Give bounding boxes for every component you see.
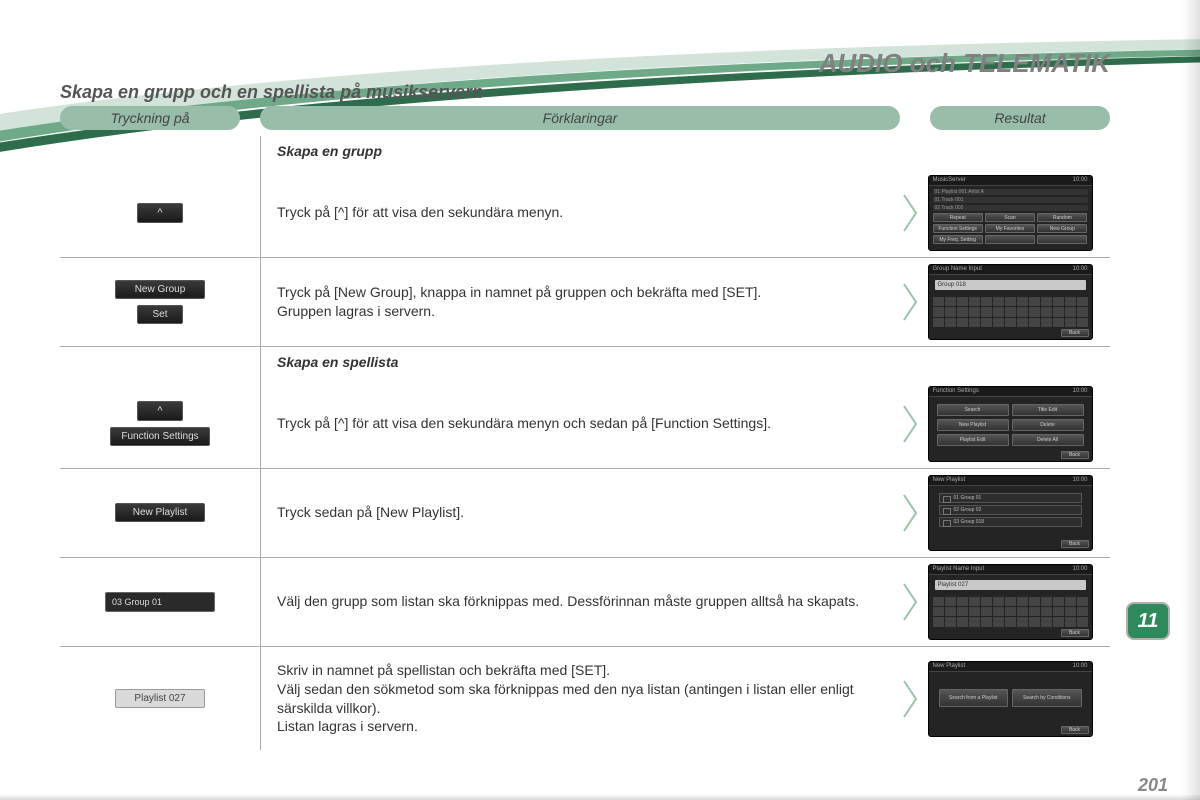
result-cell: Group Name Input10:00Group 018Back (910, 258, 1110, 346)
col-header-explain: Förklaringar (260, 106, 900, 130)
section-title: Skapa en grupp och en spellista på musik… (60, 82, 483, 103)
result-screen: Function Settings10:00SearchTitle EditNe… (928, 386, 1093, 462)
explanation-text: Välj sedan den sökmetod som ska förknipp… (277, 680, 894, 718)
up-arrow-button-2[interactable]: ^ (137, 401, 183, 421)
explanation-text: Gruppen lagras i servern. (277, 302, 894, 321)
instruction-row: New Playlist Tryck sedan på [New Playlist… (60, 469, 1110, 558)
section-subhead-row: Skapa en spellista (60, 347, 1110, 380)
arrow-icon (902, 679, 920, 719)
page-foot-shadow (0, 794, 1200, 800)
col-header-press: Tryckning på (60, 106, 240, 130)
group-list-item[interactable]: 03 Group 01 (105, 592, 215, 612)
press-cell: New Group Set (60, 258, 260, 346)
explanation-text: Tryck sedan på [New Playlist]. (277, 503, 894, 522)
playlist-field[interactable]: Playlist 027 (115, 689, 205, 708)
result-screen: New Playlist10:0001 Group 0102 Group 020… (928, 475, 1093, 551)
press-cell: New Playlist (60, 469, 260, 557)
result-cell: New Playlist10:0001 Group 0102 Group 020… (910, 469, 1110, 557)
instruction-row: ^ Function Settings Tryck på [^] för att v… (60, 380, 1110, 469)
new-group-button[interactable]: New Group (115, 280, 205, 299)
function-settings-button[interactable]: Function Settings (110, 427, 209, 446)
instruction-row: 03 Group 01 Välj den grupp som listan ska… (60, 558, 1110, 647)
result-cell: MusicServer10:0001 Playlist 001 Artist A… (910, 169, 1110, 257)
press-cell: ^ Function Settings (60, 380, 260, 468)
result-screen: New Playlist10:00Search from a PlaylistS… (928, 661, 1093, 737)
press-cell: Playlist 027 (60, 647, 260, 751)
page-header-title: AUDIO och TELEMATIK (819, 48, 1110, 79)
instruction-row: Playlist 027 Skriv in namnet på spellista… (60, 647, 1110, 751)
press-cell: ^ (60, 169, 260, 257)
chapter-tab: 11 (1126, 602, 1170, 640)
explanation-text: Skriv in namnet på spellistan och bekräf… (277, 661, 894, 680)
arrow-icon (902, 282, 920, 322)
explanation-text: Välj den grupp som listan ska förknippas… (277, 592, 894, 611)
explanation-text: Tryck på [New Group], knappa in namnet p… (277, 283, 894, 302)
explanation-cell: Tryck på [^] för att visa den sekundära … (260, 380, 910, 468)
result-screen: Group Name Input10:00Group 018Back (928, 264, 1093, 340)
arrow-icon (902, 582, 920, 622)
explanation-cell: Tryck på [^] för att visa den sekundära … (260, 169, 910, 257)
arrow-icon (902, 493, 920, 533)
instruction-table: Skapa en grupp ^ Tryck på [^] för att visa… (60, 136, 1110, 750)
explanation-text: Tryck på [^] för att visa den sekundära … (277, 203, 894, 222)
result-screen: MusicServer10:0001 Playlist 001 Artist A… (928, 175, 1093, 251)
page-number: 201 (1138, 775, 1168, 796)
explanation-text: Tryck på [^] för att visa den sekundära … (277, 414, 894, 433)
instruction-row: New Group Set Tryck på [New Group], knappa… (60, 258, 1110, 347)
result-cell: New Playlist10:00Search from a PlaylistS… (910, 647, 1110, 751)
new-playlist-button[interactable]: New Playlist (115, 503, 205, 522)
page-edge-shadow (1182, 0, 1200, 800)
arrow-icon (902, 193, 920, 233)
explanation-cell: Tryck sedan på [New Playlist]. (260, 469, 910, 557)
col-header-result: Resultat (930, 106, 1110, 130)
instruction-row: ^ Tryck på [^] för att visa den sekundära… (60, 169, 1110, 258)
explanation-cell: Välj den grupp som listan ska förknippas… (260, 558, 910, 646)
result-screen: Playlist Name Input10:00Playlist 027Back (928, 564, 1093, 640)
section-subhead-row: Skapa en grupp (60, 136, 1110, 169)
up-arrow-button[interactable]: ^ (137, 203, 183, 223)
arrow-icon (902, 404, 920, 444)
section-subhead: Skapa en grupp (277, 142, 894, 161)
press-cell: 03 Group 01 (60, 558, 260, 646)
set-button[interactable]: Set (137, 305, 183, 324)
result-cell: Playlist Name Input10:00Playlist 027Back (910, 558, 1110, 646)
explanation-cell: Skriv in namnet på spellistan och bekräf… (260, 647, 910, 751)
column-headers: Tryckning på Förklaringar Resultat (60, 106, 1110, 130)
explanation-text: Listan lagras i servern. (277, 717, 894, 736)
result-cell: Function Settings10:00SearchTitle EditNe… (910, 380, 1110, 468)
explanation-cell: Tryck på [New Group], knappa in namnet p… (260, 258, 910, 346)
section-subhead: Skapa en spellista (277, 353, 894, 372)
